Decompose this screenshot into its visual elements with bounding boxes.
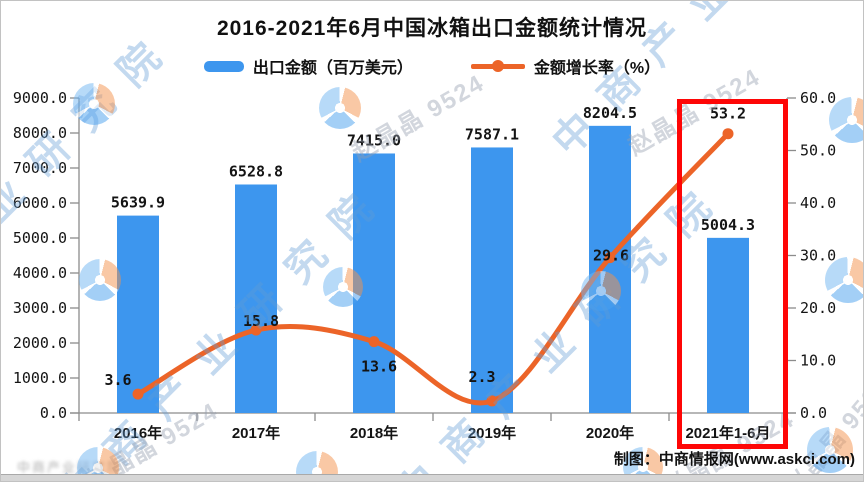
bar-series-swatch [203, 60, 244, 72]
right-axis-label: 20.0 [800, 299, 836, 317]
left-axis-label: 2000.0 [13, 334, 67, 352]
bar-2021年1-6月 [707, 237, 749, 413]
line-point-2018年 [368, 336, 380, 348]
left-axis-label: 3000.0 [13, 299, 67, 317]
highlight-box [677, 99, 788, 449]
rate-value-label: 53.2 [710, 105, 746, 123]
legend-label-growth-rate: 金额增长率（%） [533, 60, 661, 77]
x-category-label: 2017年 [232, 424, 280, 442]
line-point-2021年1-6月 [722, 128, 734, 140]
rate-value-label: 15.8 [243, 312, 279, 330]
left-axis-label: 6000.0 [13, 194, 67, 212]
rate-value-label: 13.6 [361, 358, 397, 376]
bar-value-label: 8204.5 [583, 104, 637, 122]
chart-title: 2016-2021年6月中国冰箱出口金额统计情况 [216, 17, 648, 40]
bar-2020年 [589, 125, 631, 413]
line-series-swatch [470, 59, 525, 72]
right-axis-label: 10.0 [800, 352, 836, 370]
rate-value-label: 29.6 [593, 247, 629, 265]
legend-item-growth-rate: 金额增长率（%） [470, 54, 661, 78]
bar-value-label: 5004.3 [701, 216, 755, 234]
bar-value-label: 5639.9 [111, 194, 165, 212]
bottom-strip [1, 474, 863, 481]
line-point-2019年 [486, 395, 498, 407]
rate-value-label: 2.3 [468, 368, 495, 386]
bar-2017年 [235, 184, 277, 413]
chart-legend: 出口金额（百万美元） 金额增长率（%） [1, 54, 863, 78]
legend-label-export-value: 出口金额（百万美元） [252, 60, 413, 77]
right-axis-label: 40.0 [800, 194, 836, 212]
legend-item-export-value: 出口金额（百万美元） [203, 54, 413, 78]
right-axis-label: 60.0 [800, 89, 836, 107]
bar-2019年 [471, 147, 513, 413]
right-axis-label: 30.0 [800, 247, 836, 265]
line-point-2020年 [604, 252, 616, 264]
left-axis-label: 1000.0 [13, 369, 67, 387]
bar-value-label: 7587.1 [465, 125, 519, 143]
right-axis-label: 0.0 [800, 404, 827, 422]
left-axis-label: 7000.0 [13, 159, 67, 177]
x-category-label: 2020年 [586, 424, 634, 442]
x-category-label: 2018年 [350, 424, 398, 442]
bar-value-label: 6528.8 [229, 162, 283, 180]
line-point-2016年 [132, 388, 144, 400]
x-category-label: 2016年 [114, 424, 162, 442]
growth-rate-line [135, 131, 731, 406]
left-axis-label: 4000.0 [13, 264, 67, 282]
left-axis-label: 0.0 [40, 404, 67, 422]
left-axis-label: 5000.0 [13, 229, 67, 247]
bar-2016年 [117, 215, 159, 413]
left-axis-label: 8000.0 [13, 124, 67, 142]
bar-value-label: 7415.0 [347, 131, 401, 149]
right-axis-label: 50.0 [800, 142, 836, 160]
x-category-label: 2021年1-6月 [685, 424, 770, 442]
credit-footer: 制图：中商情报网(www.askci.com) [613, 451, 855, 468]
line-marker-icon [491, 59, 504, 72]
line-point-2017年 [250, 324, 262, 336]
x-category-label: 2019年 [468, 424, 516, 442]
rate-value-label: 3.6 [104, 371, 131, 389]
left-axis-label: 9000.0 [13, 89, 67, 107]
